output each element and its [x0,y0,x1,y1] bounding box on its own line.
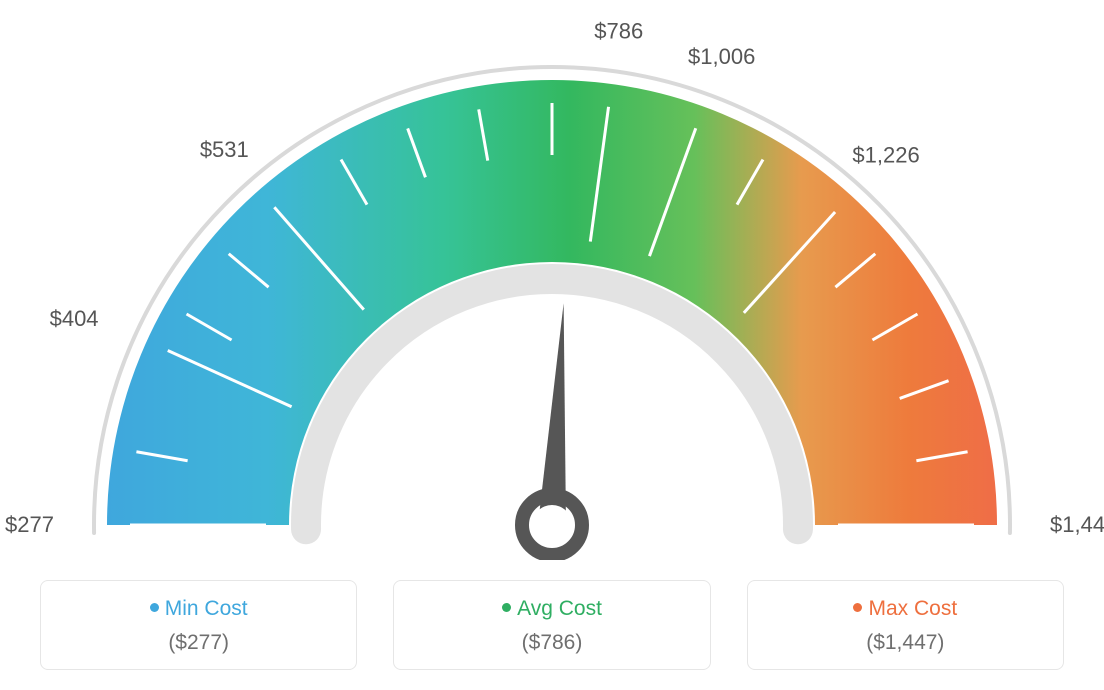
tick-label: $404 [50,306,99,331]
tick-label: $1,447 [1050,512,1104,537]
legend-value-max: ($1,447) [758,631,1053,655]
legend-row: Min Cost ($277) Avg Cost ($786) Max Cost… [0,580,1104,670]
dot-icon-max [853,603,862,612]
legend-title-max: Max Cost [758,597,1053,621]
legend-box-max: Max Cost ($1,447) [747,580,1064,670]
tick-label: $1,006 [688,44,755,69]
legend-label-min: Min Cost [165,597,248,620]
legend-box-avg: Avg Cost ($786) [393,580,710,670]
needle-hub-inner [532,505,572,545]
legend-label-max: Max Cost [868,597,957,620]
legend-box-min: Min Cost ($277) [40,580,357,670]
legend-title-min: Min Cost [51,597,346,621]
dot-icon-min [150,603,159,612]
legend-label-avg: Avg Cost [517,597,602,620]
tick-label: $786 [594,18,643,43]
gauge-area: $277 $404 $531 $786 $1,006 $1,226 $1,447 [0,0,1104,560]
gauge-svg: $277 $404 $531 $786 $1,006 $1,226 $1,447 [0,0,1104,560]
tick-label: $277 [5,512,54,537]
dot-icon-avg [502,603,511,612]
legend-value-avg: ($786) [404,631,699,655]
chart-container: $277 $404 $531 $786 $1,006 $1,226 $1,447 Min C… [0,0,1104,690]
tick-label: $531 [200,137,249,162]
legend-value-min: ($277) [51,631,346,655]
legend-title-avg: Avg Cost [404,597,699,621]
tick-label: $1,226 [852,143,919,168]
